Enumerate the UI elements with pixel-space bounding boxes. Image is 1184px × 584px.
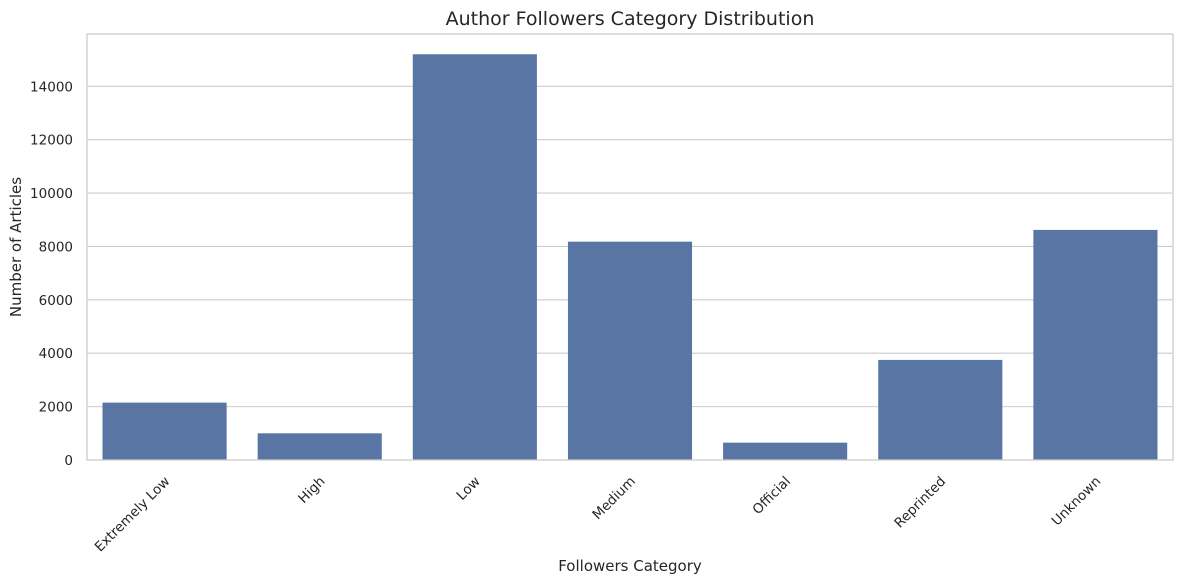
y-tick-label: 0 [64, 453, 73, 469]
x-axis-label: Followers Category [558, 557, 702, 575]
y-tick-label: 14000 [30, 79, 73, 95]
bar [412, 54, 537, 461]
y-tick-labels: 0 2000 4000 6000 8000 10000 12000 14000 [30, 79, 73, 469]
bar [102, 402, 227, 460]
chart-title: Author Followers Category Distribution [446, 8, 815, 30]
plot-frame [86, 33, 1174, 461]
y-tick-label: 10000 [30, 186, 73, 202]
y-axis-label: Number of Articles [7, 177, 25, 317]
y-tick-label: 6000 [39, 293, 73, 309]
x-tick-label: Low [454, 474, 484, 504]
bar [878, 359, 1003, 460]
y-tick-label: 2000 [39, 400, 73, 416]
x-tick-label: Extremely Low [92, 474, 174, 556]
x-tick-label: Reprinted [891, 474, 949, 532]
bar [723, 442, 848, 460]
y-tick-label: 4000 [39, 346, 73, 362]
bar [257, 433, 382, 460]
y-tick-label: 8000 [39, 239, 73, 255]
bars [102, 54, 1158, 461]
x-tick-labels: Extremely Low High Low Medium Official Reprin… [92, 474, 1104, 556]
x-tick-label: Official [750, 474, 794, 518]
bar [1033, 229, 1158, 460]
y-tick-label: 12000 [30, 133, 73, 149]
x-tick-label: High [295, 474, 328, 507]
x-tick-label: Unknown [1049, 474, 1105, 530]
x-tick-label: Medium [589, 474, 638, 523]
bar [567, 241, 693, 460]
